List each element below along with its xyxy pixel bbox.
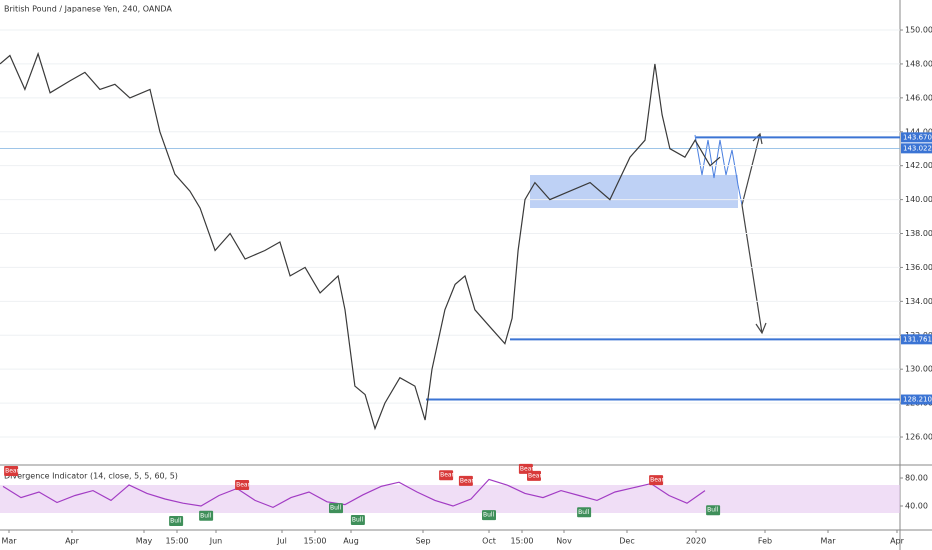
y-tick-label: 40.00 — [905, 502, 928, 511]
level-tag — [901, 132, 932, 143]
y-tick-label: 140.000 — [905, 195, 932, 204]
y-tick-label: 80.00 — [905, 474, 928, 483]
signal-tag — [527, 470, 541, 481]
level-tag — [901, 394, 932, 405]
x-tick-label: 15:00 — [165, 537, 188, 546]
signal-label: Bear — [460, 477, 474, 484]
signal-tag — [350, 514, 365, 525]
arrowhead-up — [752, 132, 763, 145]
indicator-title: Divergence Indicator (14, close, 5, 5, 6… — [4, 472, 178, 481]
x-tick-label: Apr — [890, 537, 905, 546]
signal-label: Bull — [707, 507, 719, 514]
arrow-down — [741, 204, 763, 334]
signal-tag — [199, 510, 214, 521]
y-tick-label: 138.000 — [905, 229, 932, 238]
y-tick-label: 136.000 — [905, 263, 932, 272]
signal-label: Bear — [528, 472, 542, 479]
arrowhead-down — [755, 322, 767, 335]
level-tag — [901, 143, 932, 154]
signal-label: Bear — [520, 465, 534, 472]
x-tick-label: Feb — [758, 537, 772, 546]
signal-tag — [706, 505, 721, 516]
signal-label: Bull — [330, 505, 342, 512]
arrow-up — [741, 133, 761, 206]
y-tick-label: 134.000 — [905, 297, 932, 306]
signal-label: Bear — [650, 477, 664, 484]
y-tick-label: 146.000 — [905, 93, 932, 102]
x-tick-label: Sep — [415, 537, 430, 546]
signal-label: Bull — [352, 516, 364, 523]
signal-label: Bull — [578, 509, 590, 516]
x-tick-label: Mar — [820, 537, 836, 546]
x-tick-label: Nov — [556, 537, 572, 546]
y-tick-label: 126.000 — [905, 433, 932, 442]
zone-box — [530, 175, 738, 208]
indicator-band — [0, 485, 900, 513]
x-tick-label: Dec — [619, 537, 634, 546]
signal-tag — [235, 480, 250, 491]
y-tick-label: 130.000 — [905, 365, 932, 374]
price-line — [2, 478, 706, 509]
y-tick-label: 144.000 — [905, 127, 932, 136]
signal-tag — [169, 516, 184, 527]
signal-tag — [482, 510, 496, 521]
chart-title: British Pound / Japanese Yen, 240, OANDA — [4, 5, 172, 14]
x-tick-label: Aug — [343, 537, 359, 546]
level-label: 131.761 — [903, 335, 932, 343]
level-label: 143.670 — [903, 133, 932, 141]
x-tick-label: Jun — [209, 537, 223, 546]
signal-tag — [577, 507, 592, 518]
signal-label: Bull — [170, 518, 182, 525]
signal-tag — [4, 466, 19, 477]
price-line — [0, 51, 721, 431]
signal-tag — [439, 470, 454, 481]
signal-label: Bull — [483, 512, 495, 519]
signal-tag — [329, 503, 343, 514]
x-tick-label: Oct — [482, 537, 496, 546]
x-tick-label: 15:00 — [303, 537, 326, 546]
signal-label: Bull — [200, 512, 212, 519]
signal-label: Bear — [440, 472, 454, 479]
y-tick-label: 148.000 — [905, 59, 932, 68]
level-label: 143.022 — [903, 144, 932, 152]
x-tick-label: 2020 — [686, 537, 706, 546]
x-tick-label: Apr — [65, 537, 80, 546]
projection-path — [694, 134, 743, 206]
level-label: 128.210 — [903, 396, 932, 404]
x-tick-label: 15:00 — [510, 537, 533, 546]
signal-label: Bear — [5, 468, 19, 475]
x-tick-label: Mar — [1, 537, 17, 546]
x-tick-label: May — [136, 537, 153, 546]
y-tick-label: 142.000 — [905, 161, 932, 170]
level-tag — [901, 334, 932, 345]
signal-tag — [458, 475, 473, 486]
y-tick-label: 150.000 — [905, 26, 932, 35]
signal-tag — [649, 475, 664, 486]
signal-label: Bear — [236, 482, 250, 489]
x-tick-label: Jul — [276, 537, 287, 546]
